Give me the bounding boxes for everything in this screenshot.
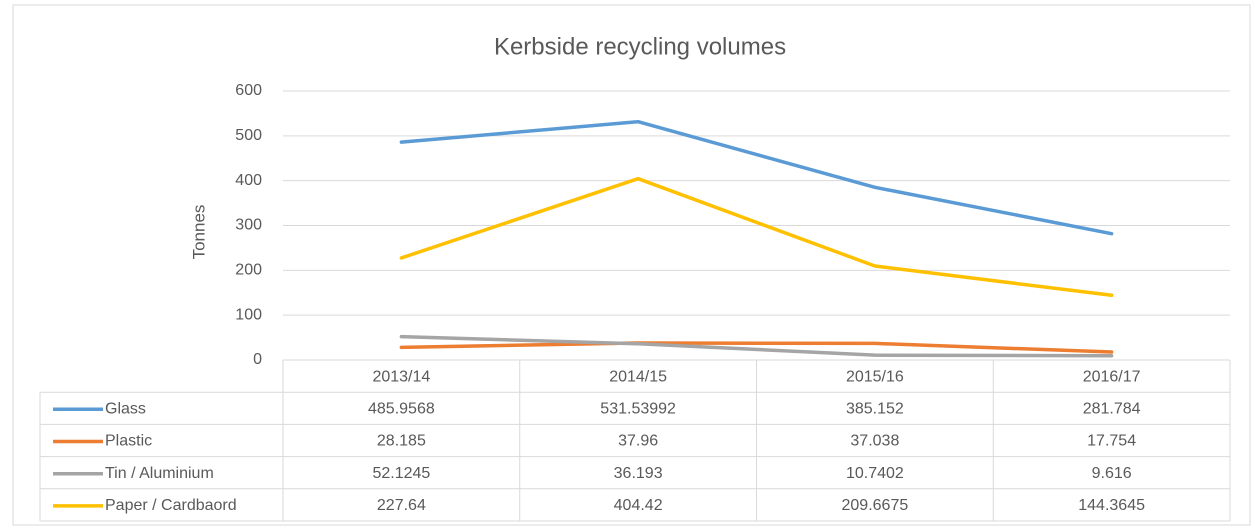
table-value: 28.185	[377, 433, 426, 450]
series-line	[399, 334, 1114, 358]
table-value: 37.96	[618, 433, 658, 450]
table-value: 37.038	[850, 433, 899, 450]
x-tick-label: 2013/14	[372, 368, 430, 385]
y-tick-label: 200	[235, 262, 262, 279]
y-tick-label: 500	[235, 127, 262, 144]
series-line	[399, 341, 1114, 354]
table-value: 385.152	[846, 401, 904, 418]
legend-label: Paper / Cardbaord	[105, 497, 237, 514]
x-tick-label: 2014/15	[609, 368, 667, 385]
series-line	[399, 176, 1114, 298]
legend-label: Plastic	[105, 433, 152, 450]
table-value: 227.64	[377, 497, 426, 514]
y-tick-label: 100	[235, 306, 262, 323]
table-value: 144.3645	[1078, 497, 1145, 514]
y-tick-label: 300	[235, 217, 262, 234]
y-tick-label: 400	[235, 172, 262, 189]
table-value: 531.53992	[600, 401, 676, 418]
table-value: 52.1245	[372, 465, 430, 482]
x-tick-label: 2016/17	[1083, 368, 1141, 385]
y-axis-label: Tonnes	[189, 205, 208, 260]
table-value: 10.7402	[846, 465, 904, 482]
y-tick-label: 0	[253, 351, 262, 368]
x-tick-label: 2015/16	[846, 368, 904, 385]
table-value: 485.9568	[368, 401, 435, 418]
legend-label: Glass	[105, 401, 146, 418]
legend-label: Tin / Aluminium	[105, 465, 214, 482]
table-value: 36.193	[614, 465, 663, 482]
table-value: 17.754	[1087, 433, 1136, 450]
table-value: 404.42	[614, 497, 663, 514]
table-value: 281.784	[1083, 401, 1141, 418]
y-tick-label: 600	[235, 82, 262, 99]
table-value: 209.6675	[842, 497, 909, 514]
table-value: 9.616	[1092, 465, 1132, 482]
chart-border	[12, 4, 1251, 526]
series-line	[399, 119, 1114, 236]
chart-title: Kerbside recycling volumes	[494, 33, 786, 60]
